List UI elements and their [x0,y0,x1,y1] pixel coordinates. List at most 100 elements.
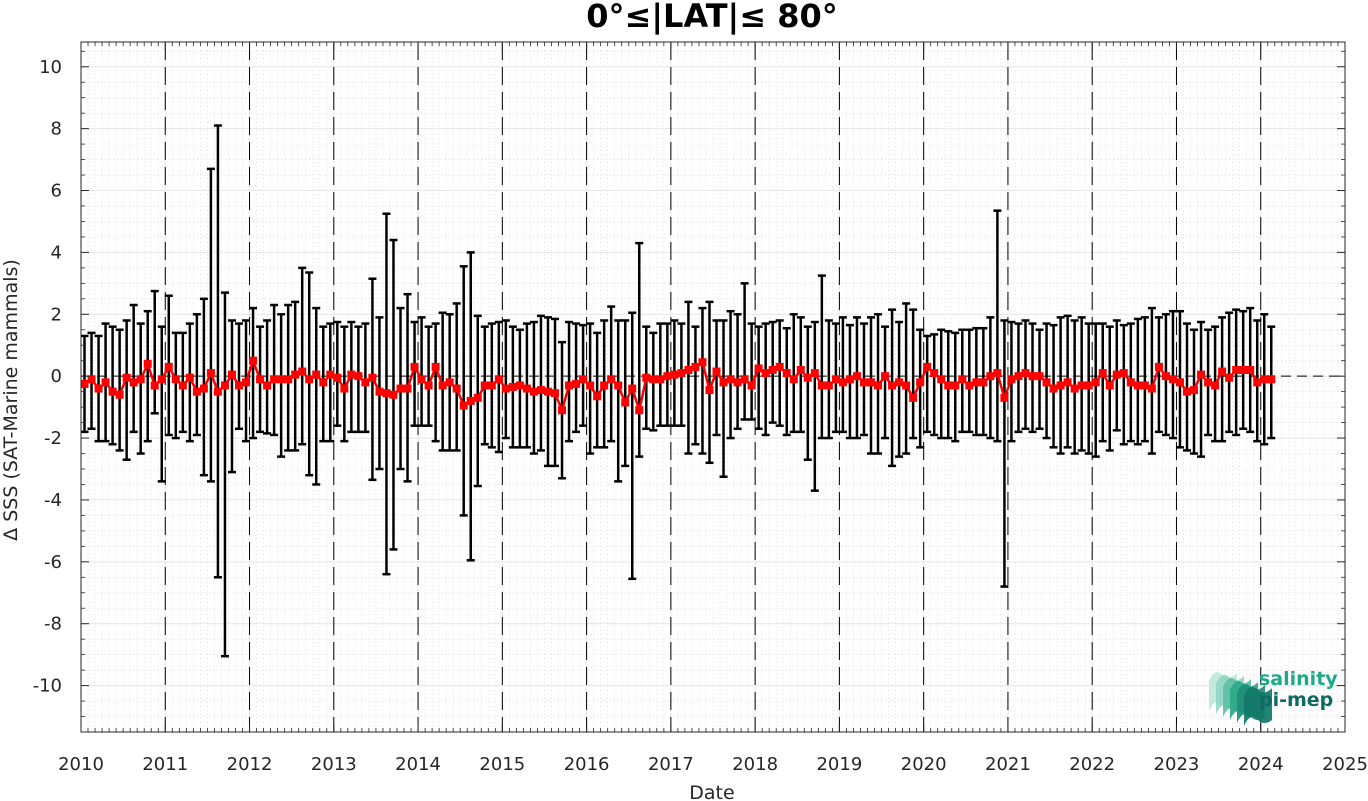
x-tick-label: 2013 [311,754,357,775]
mean-marker [1035,372,1044,381]
mean-marker [1000,393,1009,402]
mean-marker [677,369,686,378]
y-tick-label: -2 [44,428,62,449]
mean-marker [881,372,890,381]
mean-marker [1126,378,1135,387]
y-tick-labels: 10 8 6 4 2 0 -2 -4 -6 -8 -10 [33,57,62,697]
mean-marker [824,381,833,390]
mean-marker [628,384,637,393]
mean-marker [340,384,349,393]
mean-marker [1077,381,1086,390]
mean-marker [108,387,117,396]
x-tick-label: 2021 [985,754,1031,775]
x-tick-label: 2025 [1322,754,1368,775]
errorbar [902,302,911,455]
mean-marker [817,381,826,390]
mean-marker [333,373,342,382]
x-tick-label: 2018 [732,754,778,775]
errorbar [410,320,419,427]
errorbar [305,271,314,477]
errorbar [136,322,145,455]
mean-marker [101,378,110,387]
errorbar [431,322,440,443]
errorbar [881,325,890,440]
errorbar [740,282,749,421]
mean-marker [572,379,581,388]
mean-marker [94,384,103,393]
mean-marker [403,384,412,393]
x-tick-label: 2012 [227,754,273,775]
mean-marker [1119,369,1128,378]
mean-marker [1133,381,1142,390]
errorbar [656,322,665,427]
mean-marker [326,370,335,379]
mean-marker [410,362,419,371]
errorbar [1119,323,1128,446]
mean-marker [909,393,918,402]
mean-marker [143,359,152,368]
mean-marker [993,369,1002,378]
mean-marker [1183,387,1191,396]
mean-marker [1021,369,1030,378]
errorbar [129,303,138,434]
errorbar [185,322,194,443]
errorbar [916,328,925,449]
mean-marker [543,387,552,396]
mean-marker [740,375,749,384]
logo-line-2: pi-mep [1259,689,1333,711]
errorbar [698,306,707,455]
x-tick-labels: 2010 2011 2012 2013 2014 2015 2016 2017 2018 2019… [58,754,1368,775]
errorbar [1218,316,1227,443]
x-axis-label: Date [689,782,734,801]
mean-marker [515,381,524,390]
x-tick-label: 2024 [1238,754,1284,775]
mean-marker [270,375,279,384]
mean-marker [242,378,251,387]
chart-title: 0°≤|LAT|≤ 80° [586,0,837,36]
mean-marker [1147,384,1156,393]
mean-marker [1260,375,1269,384]
errorbar [249,306,258,440]
errorbar [895,320,904,458]
errorbar [1098,322,1107,443]
mean-marker [396,384,405,393]
mean-marker [1204,378,1213,387]
y-tick-label: 4 [51,242,62,263]
errorbar [157,325,166,483]
mean-marker [312,370,321,379]
x-tick-label: 2011 [142,754,188,775]
mean-marker [649,375,658,384]
mean-marker [775,362,784,371]
errorbar [621,319,630,468]
mean-marker [1218,367,1227,376]
errorbar [206,167,215,483]
mean-marker [1253,378,1262,387]
mean-marker [249,356,258,365]
mean-marker [375,387,384,396]
mean-marker [178,381,187,390]
errorbar [312,306,321,486]
mean-marker [235,381,243,390]
errorbar [417,316,426,427]
mean-marker [368,373,377,382]
errorbar [789,313,798,434]
errorbar [782,326,791,437]
errorbar [719,319,728,478]
errorbar [614,319,623,483]
logo-line-1: salinity [1259,668,1338,690]
mean-marker [958,375,967,384]
mean-marker [586,381,595,390]
mean-marker [487,381,496,390]
mean-marker [284,375,293,384]
errorbar [270,303,279,437]
mean-marker [579,375,588,384]
errorbar [726,309,735,440]
mean-marker [185,373,194,382]
errorbar [298,266,307,446]
mean-marker [1225,373,1234,382]
mean-marker [698,358,707,367]
mean-marker [754,364,763,373]
mean-marker [558,406,567,415]
mean-marker [122,373,131,382]
frame-ticks [80,42,1346,733]
